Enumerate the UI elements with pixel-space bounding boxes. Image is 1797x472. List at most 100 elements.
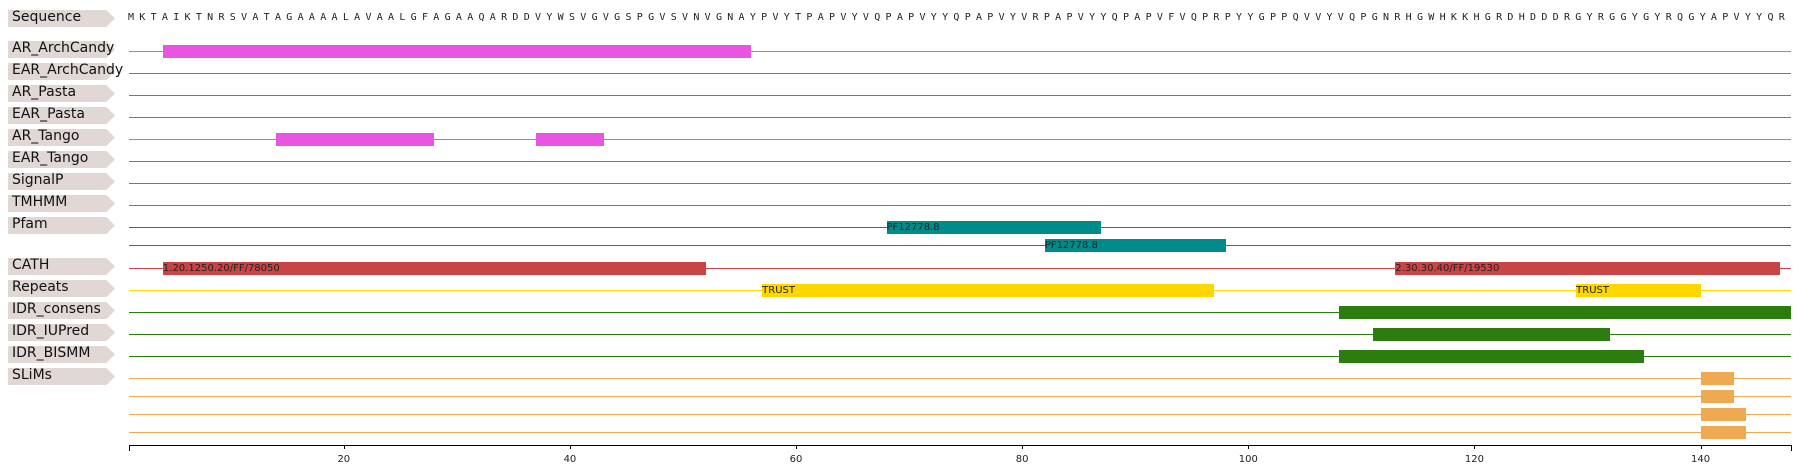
track-label-text: IDR_consens xyxy=(12,301,101,317)
label-tag xyxy=(8,280,115,297)
track-label[interactable]: IDR_IUPred xyxy=(8,323,115,341)
track-label-text: EAR_ArchCandy xyxy=(12,62,124,78)
track-line xyxy=(129,205,1791,206)
track-line xyxy=(129,356,1791,357)
track-line xyxy=(129,268,1791,269)
sequence-label: Sequence xyxy=(12,9,82,25)
label-tag xyxy=(8,173,115,190)
axis-tick-label: 20 xyxy=(337,454,351,465)
sequence-text: MKTAIKTNRSVATAGAAAALAVAALGFAGAAQARDDVYWS… xyxy=(128,12,1791,23)
axis-tick xyxy=(1474,445,1476,449)
label-tag xyxy=(8,129,115,146)
label-tag xyxy=(8,368,115,385)
feature-label: TRUST xyxy=(1576,285,1610,296)
label-tag xyxy=(8,324,115,341)
track-line xyxy=(129,51,1791,52)
track-line xyxy=(129,161,1791,162)
axis-tick-label: 100 xyxy=(1238,454,1258,465)
axis-end-tick xyxy=(129,445,130,451)
axis-tick xyxy=(1248,445,1250,449)
axis-tick xyxy=(569,445,571,449)
track-label-text: Repeats xyxy=(12,279,69,295)
axis-tick-label: 140 xyxy=(1691,454,1711,465)
label-tag xyxy=(8,302,115,319)
label-tag xyxy=(8,217,115,234)
feature-block[interactable] xyxy=(1338,306,1791,319)
feature-block[interactable] xyxy=(1372,328,1611,341)
feature-block[interactable] xyxy=(1338,350,1644,363)
axis-tick-label: 60 xyxy=(789,454,803,465)
track-label-text: EAR_Pasta xyxy=(12,106,85,122)
feature-block[interactable] xyxy=(1700,390,1735,403)
axis-tick xyxy=(343,445,345,449)
label-tag xyxy=(8,10,115,27)
track-label[interactable]: EAR_Pasta xyxy=(8,106,115,124)
track-label[interactable]: CATH xyxy=(8,257,115,275)
track-label-text: EAR_Tango xyxy=(12,150,89,166)
track-label[interactable]: SignalP xyxy=(8,172,115,190)
track-line xyxy=(129,245,1791,246)
feature-block[interactable]: PF12778.8 xyxy=(886,221,1102,234)
track-line xyxy=(129,117,1791,118)
track-line xyxy=(129,414,1791,415)
label-tag xyxy=(8,41,115,58)
feature-block[interactable] xyxy=(275,133,435,146)
track-label[interactable]: Repeats xyxy=(8,279,115,297)
feature-block[interactable]: 2.30.30.40/FF/19530 xyxy=(1395,262,1780,275)
track-label[interactable]: SLiMs xyxy=(8,367,115,385)
track-line xyxy=(129,73,1791,74)
track-label-text: AR_ArchCandy xyxy=(12,40,115,56)
track-line xyxy=(129,312,1791,313)
feature-block[interactable]: PF12778.8 xyxy=(1044,239,1226,252)
track-line xyxy=(129,432,1791,433)
axis-tick xyxy=(796,445,798,449)
track-label-text: IDR_BISMM xyxy=(12,345,91,361)
feature-block[interactable] xyxy=(1700,372,1735,385)
track-label-text: CATH xyxy=(12,257,50,273)
axis-tick-label: 80 xyxy=(1015,454,1029,465)
label-tag xyxy=(8,85,115,102)
track-label[interactable]: Pfam xyxy=(8,216,115,234)
feature-block[interactable]: TRUST xyxy=(1576,284,1701,297)
track-label-text: TMHMM xyxy=(12,194,68,210)
sequence-row-label[interactable]: Sequence xyxy=(8,9,115,27)
track-label[interactable]: AR_ArchCandy xyxy=(8,40,115,58)
track-label-text: AR_Pasta xyxy=(12,84,77,100)
track-label[interactable]: IDR_consens xyxy=(8,301,115,319)
feature-block[interactable]: 1.20.1250.20/FF/78050 xyxy=(162,262,706,275)
track-label-text: IDR_IUPred xyxy=(12,323,90,339)
axis-line xyxy=(129,445,1791,446)
axis-end-tick xyxy=(1791,445,1792,451)
feature-block[interactable] xyxy=(162,45,751,58)
track-label[interactable]: EAR_Tango xyxy=(8,150,115,168)
track-line xyxy=(129,183,1791,184)
label-tag xyxy=(8,63,115,80)
label-tag xyxy=(8,258,115,275)
feature-label: 1.20.1250.20/FF/78050 xyxy=(162,263,280,274)
feature-block[interactable]: TRUST xyxy=(762,284,1215,297)
track-line xyxy=(129,396,1791,397)
axis-tick xyxy=(1700,445,1702,449)
track-label[interactable]: AR_Pasta xyxy=(8,84,115,102)
track-label[interactable]: AR_Tango xyxy=(8,128,115,146)
track-label-text: SignalP xyxy=(12,172,64,188)
axis-tick xyxy=(1022,445,1024,449)
label-tag xyxy=(8,107,115,124)
track-line xyxy=(129,139,1791,140)
axis-tick-label: 40 xyxy=(563,454,577,465)
track-label[interactable]: EAR_ArchCandy xyxy=(8,62,123,80)
track-line xyxy=(129,95,1791,96)
track-label[interactable]: TMHMM xyxy=(8,194,115,212)
label-tag xyxy=(8,195,115,212)
track-label-text: SLiMs xyxy=(12,367,52,383)
track-label-text: AR_Tango xyxy=(12,128,80,144)
label-tag xyxy=(8,151,115,168)
track-line xyxy=(129,334,1791,335)
feature-label: PF12778.8 xyxy=(1044,240,1098,251)
label-tag xyxy=(8,346,115,363)
feature-block[interactable] xyxy=(1700,408,1746,421)
track-line xyxy=(129,378,1791,379)
feature-block[interactable] xyxy=(536,133,604,146)
track-label[interactable]: IDR_BISMM xyxy=(8,345,115,363)
feature-block[interactable] xyxy=(1700,426,1746,439)
